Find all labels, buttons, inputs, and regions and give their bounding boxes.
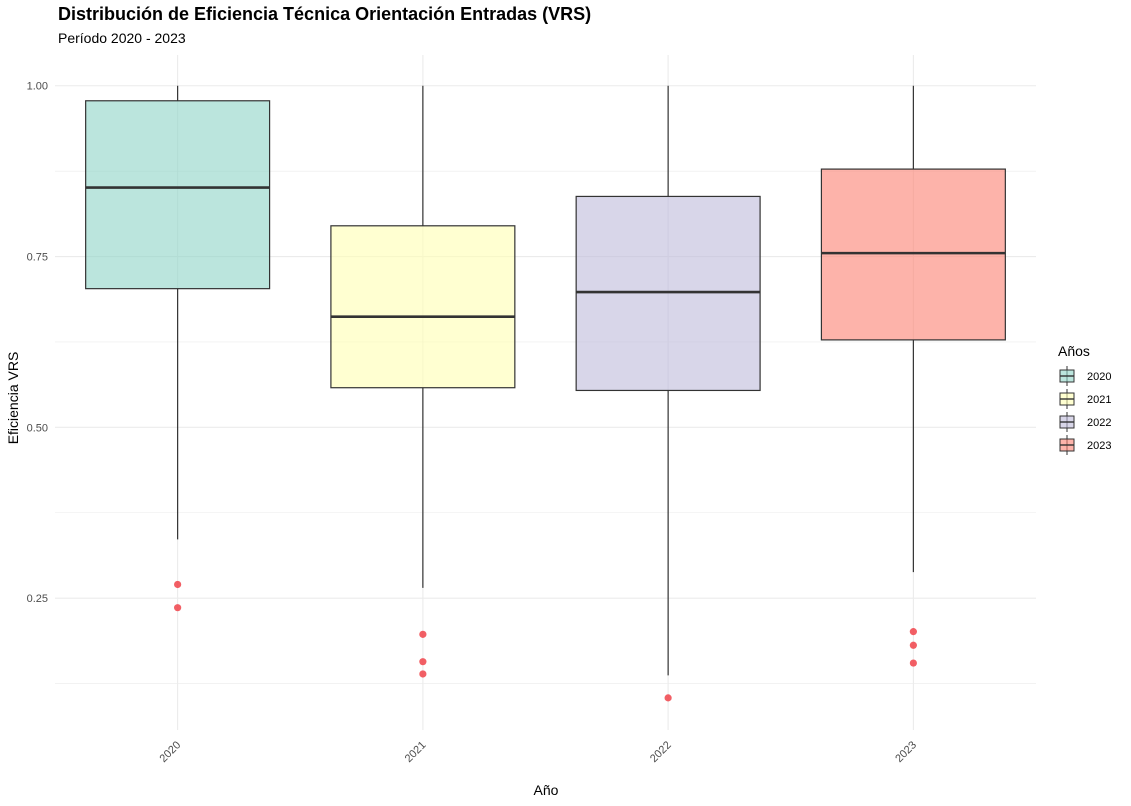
legend-label: 2023 bbox=[1087, 440, 1111, 452]
legend-item-2022: 2022 bbox=[1059, 412, 1111, 432]
outlier-point bbox=[664, 694, 672, 702]
outlier-point bbox=[419, 658, 427, 666]
outlier-point bbox=[174, 580, 182, 589]
legend-label: 2022 bbox=[1087, 417, 1111, 429]
box-2020 bbox=[85, 85, 271, 612]
box-iqr bbox=[85, 100, 271, 290]
x-axis-title: Año bbox=[534, 782, 559, 798]
chart-title: Distribución de Eficiencia Técnica Orien… bbox=[58, 4, 592, 24]
outlier-point bbox=[909, 641, 917, 649]
legend-item-2021: 2021 bbox=[1059, 389, 1111, 409]
outlier-point bbox=[909, 628, 917, 636]
y-axis-title: Eficiencia VRS bbox=[5, 352, 21, 445]
x-tick-label: 2022 bbox=[648, 739, 674, 765]
legend-title: Años bbox=[1058, 343, 1090, 359]
outlier-point bbox=[419, 670, 427, 678]
x-tick-label: 2023 bbox=[893, 739, 919, 765]
boxes bbox=[85, 85, 1006, 702]
x-tick-label: 2021 bbox=[403, 739, 429, 765]
y-tick-label: 0.50 bbox=[27, 422, 48, 434]
legend-item-2023: 2023 bbox=[1059, 435, 1111, 455]
y-tick-label: 0.75 bbox=[27, 252, 48, 264]
box-2023 bbox=[820, 85, 1006, 667]
box-iqr bbox=[575, 195, 761, 392]
x-tick-label: 2020 bbox=[157, 739, 183, 765]
y-tick-label: 1.00 bbox=[27, 81, 48, 93]
chart-subtitle: Período 2020 - 2023 bbox=[58, 30, 186, 46]
outlier-point bbox=[909, 659, 917, 667]
box-iqr bbox=[820, 168, 1006, 341]
legend-label: 2021 bbox=[1087, 394, 1111, 406]
y-tick-label: 0.25 bbox=[27, 593, 48, 605]
legend: Años 2020 2021 2022 2023 bbox=[1058, 343, 1111, 455]
legend-label: 2020 bbox=[1087, 371, 1111, 383]
outlier-point bbox=[174, 604, 182, 612]
box-2022 bbox=[575, 85, 761, 702]
box-2021 bbox=[330, 85, 516, 678]
legend-item-2020: 2020 bbox=[1059, 366, 1111, 386]
outlier-point bbox=[419, 630, 427, 638]
box-iqr bbox=[330, 225, 516, 389]
